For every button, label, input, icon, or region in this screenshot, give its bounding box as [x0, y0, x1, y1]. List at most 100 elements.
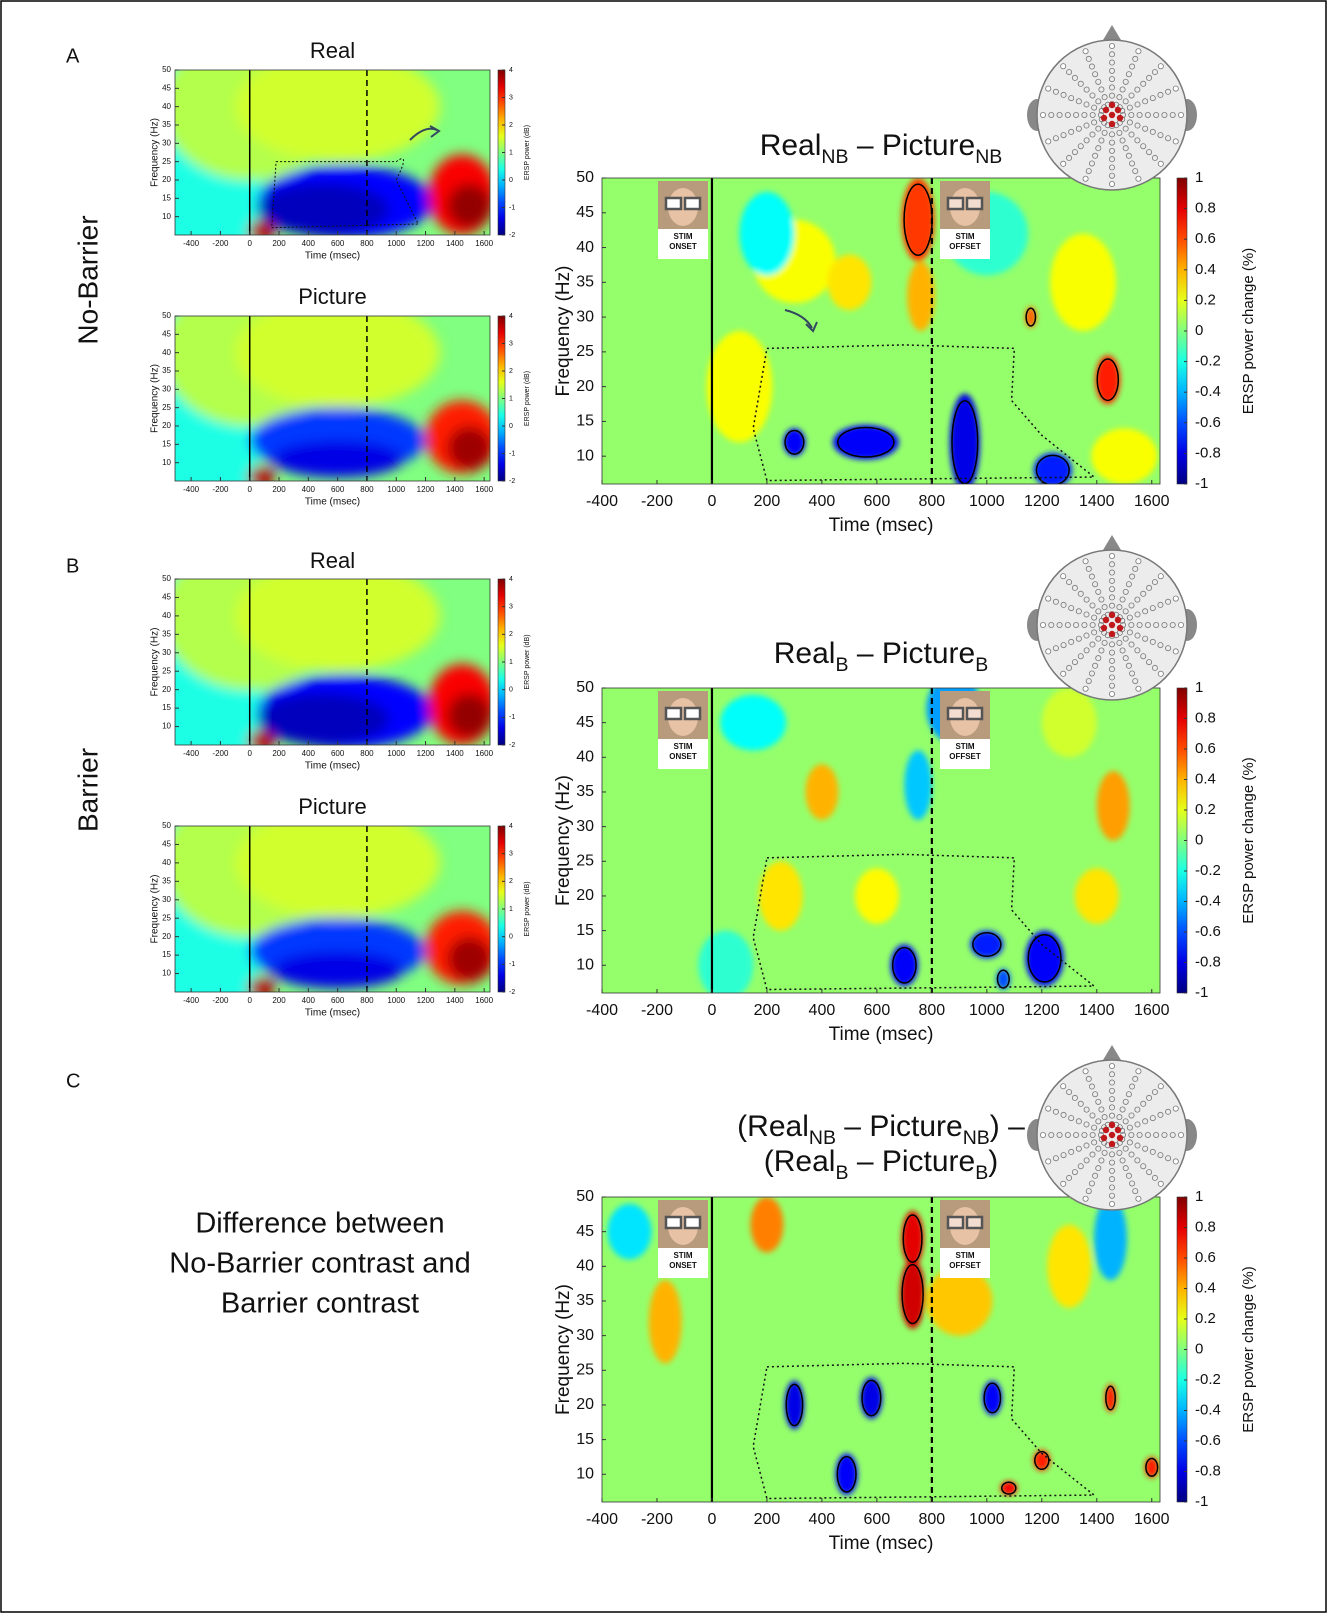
electrode: [1140, 653, 1147, 660]
colorbar-tick-label: 3: [509, 851, 513, 858]
electrode: [1109, 569, 1116, 576]
electrode: [1109, 553, 1116, 560]
electrode: [1151, 69, 1158, 76]
electrode: [1135, 685, 1142, 692]
y-axis-label: Frequency (Hz): [150, 628, 161, 697]
electrode: [1151, 154, 1158, 161]
heatmap-blob: [783, 428, 806, 457]
colorbar-tick-label: 3: [509, 604, 513, 611]
y-tick-label: 20: [576, 1396, 594, 1413]
colorbar-tick-label: 0.6: [1195, 740, 1216, 757]
row-label: No-Barrier: [72, 215, 103, 344]
electrode: [1040, 112, 1047, 119]
y-axis-label: Frequency (Hz): [150, 875, 161, 944]
electrode: [1109, 1151, 1116, 1158]
electrode: [1075, 125, 1082, 132]
electrode: [1109, 649, 1116, 656]
electrode: [1052, 598, 1059, 605]
electrode: [1098, 1157, 1105, 1164]
plot-border: [174, 578, 491, 746]
significance-contour: [972, 931, 1002, 958]
glasses: [683, 706, 702, 721]
electrode-map: [1027, 535, 1197, 701]
electrode: [1126, 1139, 1133, 1146]
heatmap-image: [175, 826, 490, 992]
heatmap-blob: [1074, 868, 1119, 924]
electrode: [1109, 561, 1116, 568]
heatmap-blob: [901, 178, 935, 262]
electrode: [1149, 638, 1156, 645]
electrode: [1052, 88, 1059, 95]
electrode: [1089, 641, 1096, 648]
stimulus-label: OFFSET: [949, 242, 981, 251]
y-tick-label: 50: [162, 574, 171, 583]
electrode: [1169, 1132, 1176, 1139]
x-tick-label: 1000: [387, 749, 405, 758]
electrode: [1153, 622, 1160, 629]
electrode: [1128, 131, 1135, 138]
colorbar-tick-label: -0.8: [1195, 1462, 1221, 1479]
electrode: [1089, 1151, 1096, 1158]
electrode: [1109, 84, 1116, 91]
colorbar-tick-label: 1: [509, 906, 513, 913]
electrode: [1095, 145, 1102, 152]
y-tick-label: 10: [162, 458, 171, 467]
x-axis-label: Time (msec): [829, 1533, 934, 1554]
y-tick-label: 25: [576, 1362, 594, 1379]
colorbar-tick-label: 4: [509, 67, 513, 74]
electrode: [1083, 647, 1090, 654]
colorbar-tick-label: 2: [509, 631, 513, 638]
electrode: [1172, 85, 1179, 92]
electrode: [1132, 55, 1139, 62]
electrode: [1089, 112, 1096, 119]
electrode: [1126, 629, 1133, 636]
electrode: [1172, 1105, 1179, 1112]
electrode: [1075, 98, 1082, 105]
colorbar-tick-label: 0.4: [1195, 770, 1216, 787]
difference-label: Difference between: [195, 1208, 444, 1240]
electrode: [1068, 1148, 1075, 1155]
electrode: [1134, 122, 1141, 129]
heatmap-blob: [904, 750, 932, 820]
electrode: [1092, 581, 1099, 588]
x-tick-label: -400: [183, 485, 200, 494]
electrode: [1157, 63, 1164, 70]
electrode: [1071, 149, 1078, 156]
electrode: [1091, 1124, 1098, 1131]
heatmap-blob: [832, 424, 899, 460]
x-tick-label: -400: [183, 996, 200, 1005]
electrode: [1146, 149, 1153, 156]
colorbar-tick-label: 0.8: [1195, 709, 1216, 726]
electrode: [1128, 1112, 1135, 1119]
electrode: [1135, 48, 1142, 55]
glasses: [946, 1215, 965, 1230]
colorbar-label: ERSP power (dB): [524, 125, 531, 180]
electrode: [1048, 622, 1055, 629]
electrode: [1125, 71, 1132, 78]
electrode: [1128, 92, 1135, 99]
y-tick-label: 20: [162, 175, 171, 184]
electrode: [1122, 78, 1129, 85]
x-tick-label: 200: [754, 1002, 781, 1019]
electrode: [1161, 1132, 1168, 1139]
y-tick-label: 15: [576, 1431, 594, 1448]
electrode: [1149, 1115, 1156, 1122]
x-tick-label: -200: [212, 996, 229, 1005]
electrode: [1172, 1158, 1179, 1165]
heatmap-blob: [1033, 1450, 1051, 1471]
electrode: [1129, 1083, 1136, 1090]
chart-title: Picture: [298, 794, 366, 819]
colorbar-tick-label: 0.8: [1195, 1218, 1216, 1235]
selected-electrode: [1116, 1134, 1124, 1142]
electrode: [1149, 128, 1156, 135]
electrode: [1052, 1108, 1059, 1115]
electrode: [1091, 614, 1098, 621]
x-tick-label: 1400: [446, 485, 464, 494]
electrode: [1082, 175, 1089, 182]
x-tick-label: -400: [586, 1002, 618, 1019]
glasses: [946, 706, 965, 721]
heatmap-blob: [835, 1453, 858, 1496]
heatmap-blob: [890, 944, 919, 987]
heatmap-blob: [706, 331, 773, 443]
electrode: [1128, 641, 1135, 648]
